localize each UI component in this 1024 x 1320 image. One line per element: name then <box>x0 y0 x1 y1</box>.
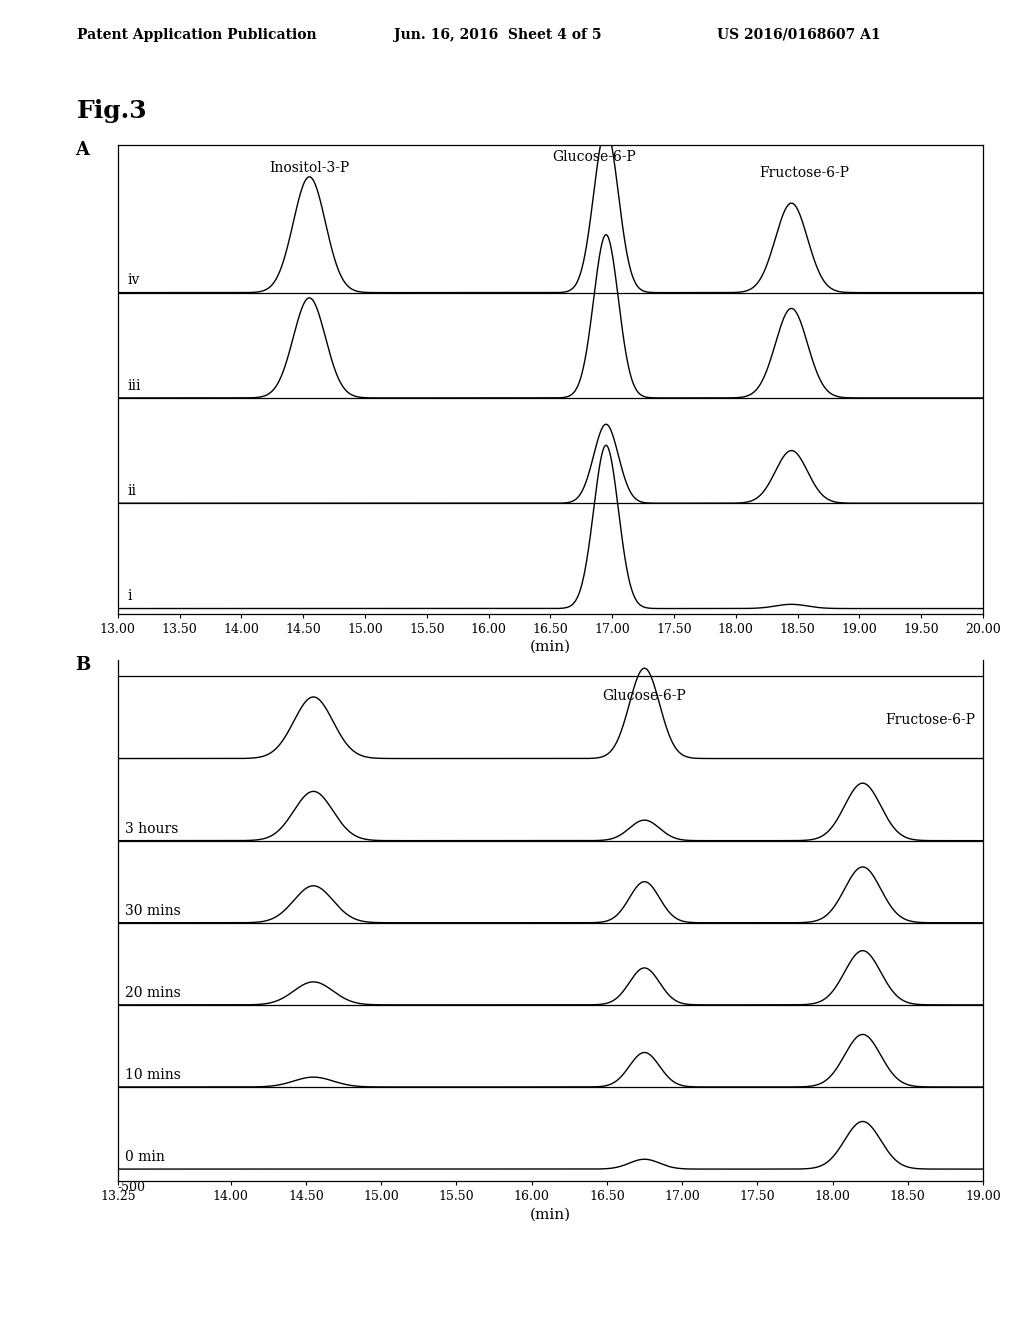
X-axis label: (min): (min) <box>529 1208 571 1221</box>
Text: A: A <box>75 141 89 160</box>
Text: Glucose-6-P: Glucose-6-P <box>602 689 686 702</box>
Text: US 2016/0168607 A1: US 2016/0168607 A1 <box>717 28 881 42</box>
Text: Jun. 16, 2016  Sheet 4 of 5: Jun. 16, 2016 Sheet 4 of 5 <box>394 28 602 42</box>
Text: Fructose-6-P: Fructose-6-P <box>759 166 849 181</box>
Text: Patent Application Publication: Patent Application Publication <box>77 28 316 42</box>
Text: ii: ii <box>128 484 136 498</box>
Text: B: B <box>75 656 90 675</box>
Text: 3 hours: 3 hours <box>125 822 178 836</box>
Text: Fructose-6-P: Fructose-6-P <box>885 713 975 727</box>
Text: Inositol-3-P: Inositol-3-P <box>269 161 349 176</box>
Text: Fig.3: Fig.3 <box>77 99 147 123</box>
X-axis label: (min): (min) <box>529 640 571 653</box>
Text: iv: iv <box>128 273 140 288</box>
Text: 0 min: 0 min <box>125 1150 165 1164</box>
Text: 10 mins: 10 mins <box>125 1068 181 1082</box>
Text: Glucose-6-P: Glucose-6-P <box>552 150 636 165</box>
Text: i: i <box>128 589 132 603</box>
Text: 30 mins: 30 mins <box>125 904 181 917</box>
Text: 20 mins: 20 mins <box>125 986 181 1001</box>
Text: iii: iii <box>128 379 141 392</box>
Text: -500: -500 <box>118 1181 145 1195</box>
